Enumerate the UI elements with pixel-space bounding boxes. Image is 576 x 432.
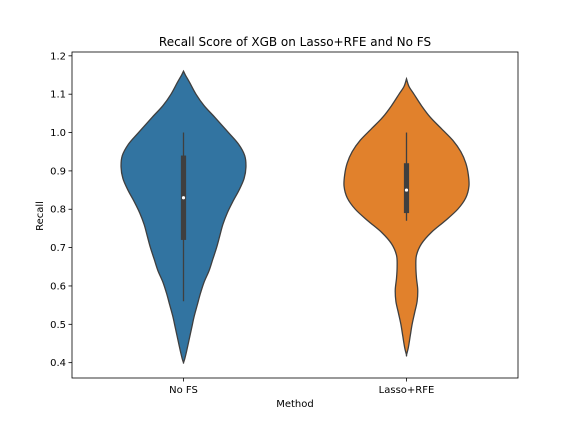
y-tick-label: 0.9 — [50, 166, 66, 177]
y-tick-label: 0.6 — [50, 281, 66, 292]
x-axis-label: Method — [276, 399, 314, 410]
y-tick-label: 0.8 — [50, 205, 66, 216]
y-tick-label: 0.4 — [50, 358, 66, 369]
violin-median-point — [404, 188, 409, 192]
y-tick-label: 1.2 — [50, 51, 66, 62]
x-tick-label: Lasso+RFE — [379, 385, 435, 396]
y-tick-label: 0.5 — [50, 320, 66, 331]
y-axis-label: Recall — [35, 201, 46, 231]
violin-iqr-box — [403, 163, 410, 214]
y-axis: 0.4 0.5 0.6 0.7 0.8 0.9 1.0 1.1 1.2 — [50, 51, 72, 369]
x-tick-label: No FS — [169, 385, 198, 396]
y-tick-label: 1.1 — [50, 90, 66, 101]
plot-frame — [71, 51, 519, 379]
x-axis: No FS Lasso+RFE — [169, 378, 434, 396]
violins-group — [120, 69, 470, 364]
chart-title: Recall Score of XGB on Lasso+RFE and No … — [159, 35, 431, 49]
y-tick-label: 1.0 — [50, 128, 66, 139]
y-tick-label: 0.7 — [50, 243, 66, 254]
violin-median-point — [181, 196, 186, 200]
